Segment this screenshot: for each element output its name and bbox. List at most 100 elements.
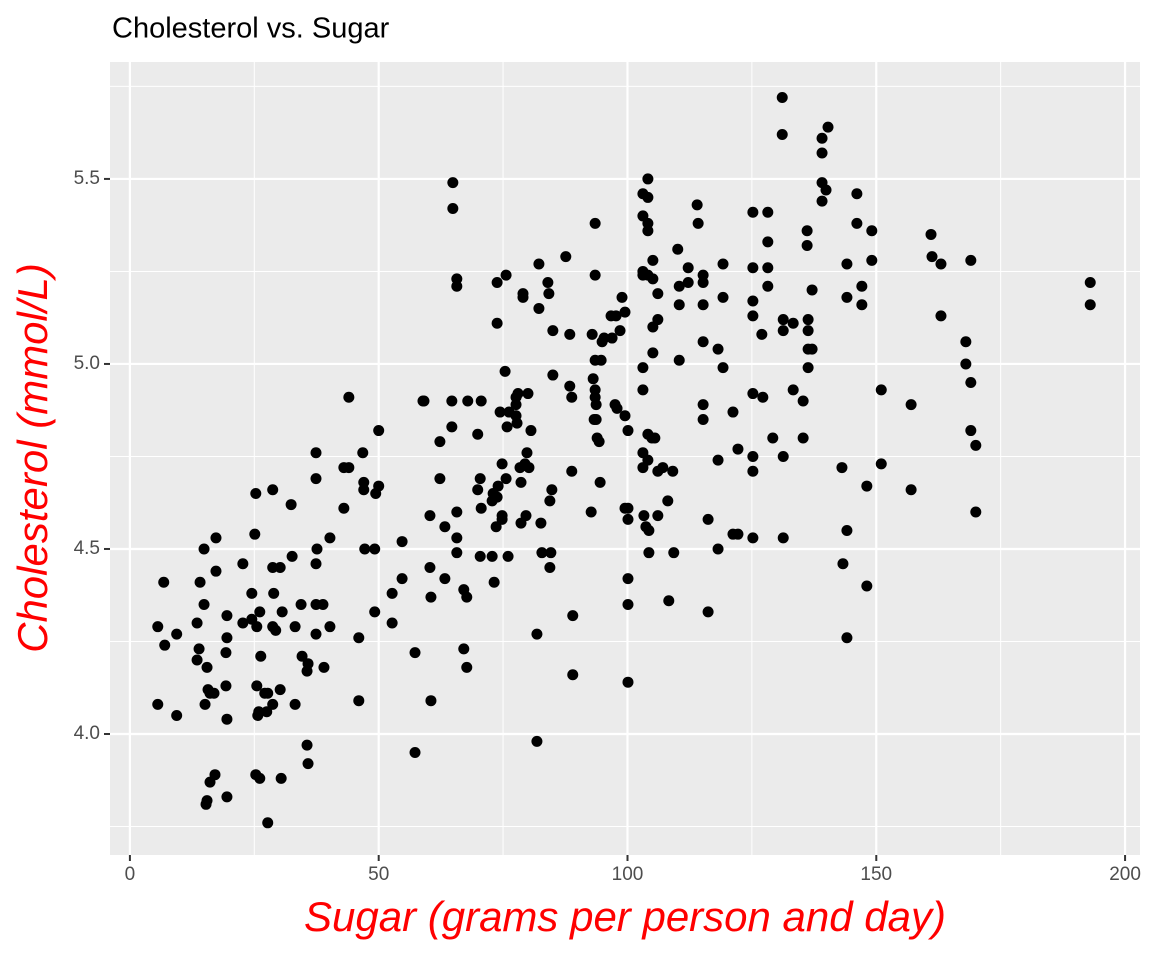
point — [425, 695, 437, 707]
point — [447, 203, 459, 215]
point — [866, 254, 878, 266]
point — [302, 758, 314, 770]
point — [702, 606, 714, 618]
point — [776, 92, 788, 104]
point — [262, 817, 274, 829]
point — [396, 536, 408, 548]
point — [210, 532, 222, 544]
point — [252, 709, 264, 721]
point — [787, 384, 799, 396]
point — [638, 510, 650, 522]
point — [386, 617, 398, 629]
point — [491, 277, 503, 289]
point — [595, 354, 607, 366]
point — [691, 199, 703, 211]
point — [521, 447, 533, 459]
point — [458, 643, 470, 655]
point — [673, 280, 685, 292]
point — [673, 299, 685, 311]
point — [424, 510, 436, 522]
point — [158, 576, 170, 588]
point — [777, 325, 789, 337]
point — [543, 288, 555, 300]
point — [567, 610, 579, 622]
point — [590, 413, 602, 425]
point — [856, 280, 868, 292]
point — [517, 291, 529, 303]
point — [501, 421, 513, 433]
point — [970, 439, 982, 451]
point — [732, 528, 744, 540]
point — [474, 550, 486, 562]
grid — [110, 62, 1140, 855]
point — [358, 484, 370, 496]
point — [614, 325, 626, 337]
point — [586, 328, 598, 340]
point — [875, 458, 887, 470]
point — [191, 617, 203, 629]
point — [198, 598, 210, 610]
point — [547, 325, 559, 337]
x-tick-label: 150 — [860, 864, 892, 885]
point — [194, 576, 206, 588]
point — [801, 240, 813, 252]
point — [841, 291, 853, 303]
point — [268, 587, 280, 599]
point — [324, 621, 336, 633]
point — [619, 306, 631, 318]
point — [434, 473, 446, 485]
point — [237, 558, 249, 570]
point — [373, 425, 385, 437]
point — [717, 362, 729, 374]
point — [491, 491, 503, 503]
point — [960, 336, 972, 348]
point — [208, 687, 220, 699]
point — [697, 299, 709, 311]
point — [343, 462, 355, 474]
point — [472, 428, 484, 440]
y-tick-label: 4.5 — [74, 538, 100, 559]
point — [535, 517, 547, 529]
chart-title: Cholesterol vs. Sugar — [112, 13, 390, 45]
point — [369, 606, 381, 618]
point — [488, 576, 500, 588]
point — [866, 225, 878, 237]
point — [590, 399, 602, 411]
point — [851, 217, 863, 229]
point — [396, 573, 408, 585]
point — [267, 484, 279, 496]
y-tick-label: 5.0 — [74, 353, 100, 374]
point — [642, 225, 654, 237]
point — [593, 436, 605, 448]
point — [475, 395, 487, 407]
point — [567, 669, 579, 681]
point — [806, 284, 818, 296]
point — [446, 395, 458, 407]
point — [491, 317, 503, 329]
point — [267, 698, 279, 710]
point — [289, 698, 301, 710]
point — [439, 573, 451, 585]
point — [652, 288, 664, 300]
point — [159, 639, 171, 651]
point — [536, 547, 548, 559]
x-axis-title: Sugar (grams per person and day) — [304, 893, 946, 940]
point — [875, 384, 887, 396]
point — [663, 595, 675, 607]
point — [285, 499, 297, 511]
y-tick-label: 5.5 — [74, 168, 100, 189]
point — [905, 399, 917, 411]
point — [622, 513, 634, 525]
point — [494, 406, 506, 418]
point — [756, 328, 768, 340]
point — [747, 532, 759, 544]
point — [697, 336, 709, 348]
point — [861, 480, 873, 492]
point — [343, 391, 355, 403]
y-axis-title: Cholesterol (mmol/L) — [9, 263, 56, 653]
point — [221, 632, 233, 644]
point — [191, 654, 203, 666]
point — [409, 647, 421, 659]
point — [747, 465, 759, 477]
